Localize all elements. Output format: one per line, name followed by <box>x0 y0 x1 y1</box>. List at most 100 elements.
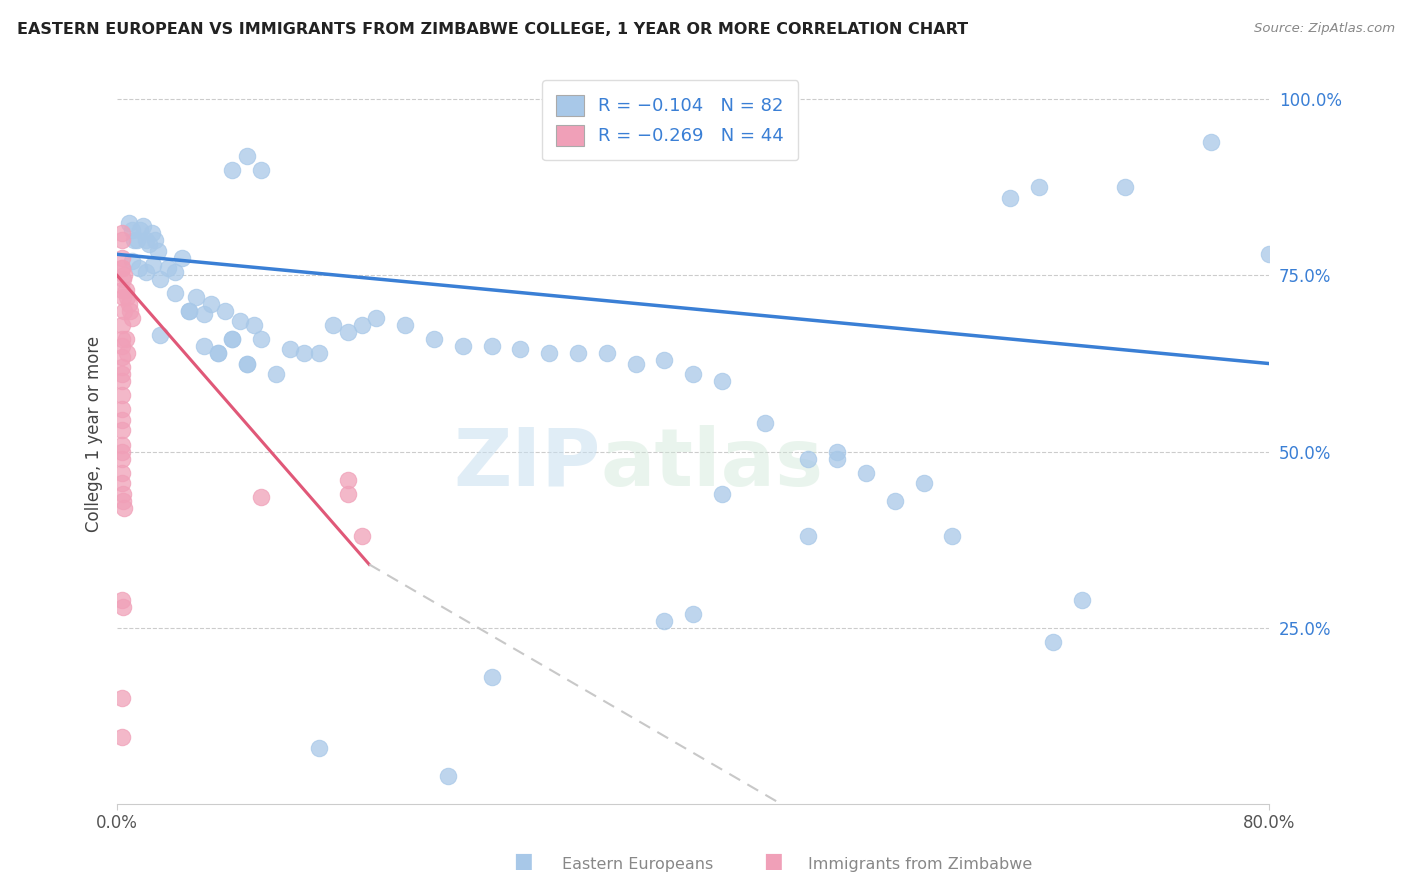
Point <box>652 614 675 628</box>
Point <box>250 332 273 346</box>
Point <box>110 424 132 438</box>
Point <box>855 466 877 480</box>
Point <box>110 339 132 353</box>
Point <box>110 367 132 381</box>
Point <box>682 367 704 381</box>
Point <box>264 367 287 381</box>
Point <box>111 494 134 508</box>
Point <box>156 261 179 276</box>
Point <box>682 607 704 621</box>
Point <box>110 413 132 427</box>
Point <box>110 251 132 265</box>
Point <box>596 346 619 360</box>
Point <box>179 303 201 318</box>
Point <box>567 346 589 360</box>
Text: Eastern Europeans: Eastern Europeans <box>562 857 714 872</box>
Point <box>118 296 141 310</box>
Point <box>112 303 135 318</box>
Point <box>243 318 266 332</box>
Point <box>121 222 143 236</box>
Point <box>250 491 273 505</box>
Point <box>110 476 132 491</box>
Point <box>163 286 186 301</box>
Point <box>110 451 132 466</box>
Point <box>111 272 134 286</box>
Point <box>1042 635 1064 649</box>
Point <box>308 740 330 755</box>
Text: atlas: atlas <box>600 425 824 502</box>
Point <box>1258 247 1281 261</box>
Point <box>797 451 820 466</box>
Point <box>1114 180 1136 194</box>
Point <box>292 346 315 360</box>
Point <box>149 272 172 286</box>
Point <box>110 261 132 276</box>
Y-axis label: College, 1 year or more: College, 1 year or more <box>86 336 103 533</box>
Text: ■: ■ <box>513 851 533 871</box>
Point <box>1201 135 1223 149</box>
Point <box>110 360 132 375</box>
Point <box>825 451 848 466</box>
Text: Immigrants from Zimbabwe: Immigrants from Zimbabwe <box>808 857 1032 872</box>
Point <box>423 332 446 346</box>
Point <box>228 314 250 328</box>
Text: ■: ■ <box>763 851 783 871</box>
Point <box>207 346 229 360</box>
Point <box>110 691 132 706</box>
Point <box>110 332 132 346</box>
Point <box>110 437 132 451</box>
Point <box>149 328 172 343</box>
Point <box>110 318 132 332</box>
Point <box>214 303 236 318</box>
Point <box>200 296 222 310</box>
Point <box>128 261 150 276</box>
Point <box>236 357 259 371</box>
Point <box>350 529 373 543</box>
Point <box>110 283 132 297</box>
Point <box>117 290 139 304</box>
Point <box>135 233 157 247</box>
Point <box>652 353 675 368</box>
Point <box>1028 180 1050 194</box>
Point <box>538 346 561 360</box>
Point <box>394 318 416 332</box>
Point <box>941 529 963 543</box>
Point <box>912 476 935 491</box>
Point <box>110 226 132 240</box>
Point <box>624 357 647 371</box>
Point <box>163 265 186 279</box>
Point <box>112 268 135 283</box>
Point <box>336 487 359 501</box>
Point <box>236 357 259 371</box>
Point <box>110 374 132 388</box>
Point <box>112 501 135 516</box>
Point <box>308 346 330 360</box>
Point <box>322 318 344 332</box>
Point <box>350 318 373 332</box>
Point <box>481 670 503 684</box>
Point <box>117 346 139 360</box>
Point <box>132 219 155 234</box>
Point <box>278 343 301 357</box>
Point <box>797 529 820 543</box>
Point <box>141 226 163 240</box>
Point <box>110 350 132 364</box>
Point <box>179 303 201 318</box>
Point <box>193 339 215 353</box>
Point <box>111 599 134 614</box>
Text: EASTERN EUROPEAN VS IMMIGRANTS FROM ZIMBABWE COLLEGE, 1 YEAR OR MORE CORRELATION: EASTERN EUROPEAN VS IMMIGRANTS FROM ZIMB… <box>17 22 967 37</box>
Point <box>336 473 359 487</box>
Point <box>825 444 848 458</box>
Point <box>110 466 132 480</box>
Text: ZIP: ZIP <box>454 425 600 502</box>
Point <box>207 346 229 360</box>
Point <box>146 244 169 258</box>
Point <box>710 487 733 501</box>
Point <box>110 233 132 247</box>
Point <box>110 261 132 276</box>
Point <box>193 307 215 321</box>
Point <box>110 730 132 744</box>
Point <box>114 332 136 346</box>
Point <box>118 216 141 230</box>
Point <box>998 191 1021 205</box>
